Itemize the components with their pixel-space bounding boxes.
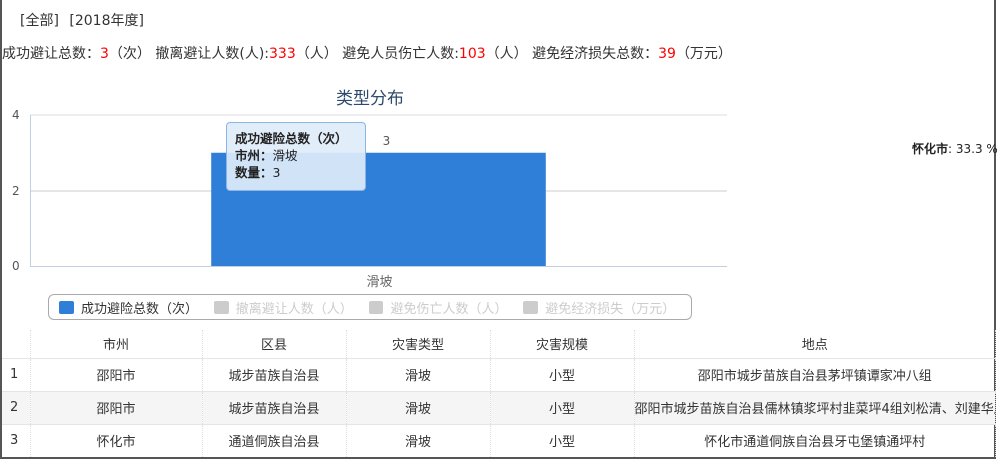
cell-scale: 小型 bbox=[490, 358, 635, 391]
cell-city: 邵阳市 bbox=[30, 391, 203, 424]
cell-type: 滑坡 bbox=[346, 391, 491, 424]
cell-location: 邵阳市城步苗族自治县茅坪镇谭家冲八组 bbox=[634, 358, 996, 391]
success-label: 成功避让总数： bbox=[2, 46, 100, 62]
legend-label: 撤离避让人数（人） bbox=[235, 301, 353, 317]
table-row[interactable]: 2 邵阳市 城步苗族自治县 滑坡 小型 邵阳市城步苗族自治县儒林镇浆坪村韭菜坪4组刘松清、… bbox=[2, 391, 996, 424]
tooltip-city-label: 市州： bbox=[235, 148, 273, 163]
pie-label-value: : 33.3 % bbox=[948, 142, 998, 156]
chart-legend: 成功避险总数（次） 撤离避让人数（人） 避免伤亡人数（人） 避免经济损失（万元） bbox=[48, 294, 692, 320]
summary-stats: 成功避让总数：3（次） 撤离避让人数(人):333（人） 避免人员伤亡人数:10… bbox=[2, 43, 732, 63]
chart-title: 类型分布 bbox=[336, 89, 404, 109]
tooltip-title: 成功避险总数（次） bbox=[235, 131, 348, 146]
filter-year[interactable]: [2018年度] bbox=[69, 13, 144, 29]
legend-item[interactable]: 成功避险总数（次） bbox=[59, 298, 198, 317]
row-index: 2 bbox=[2, 391, 31, 424]
cell-scale: 小型 bbox=[490, 391, 635, 424]
loss-label: 避免经济损失总数： bbox=[532, 46, 659, 62]
legend-swatch bbox=[523, 300, 539, 314]
loss-unit: （万元） bbox=[675, 46, 732, 62]
evac-label: 撤离避让人数(人): bbox=[155, 46, 270, 62]
col-header-index bbox=[2, 330, 31, 358]
chart-tooltip: 成功避险总数（次） 市州：滑坡 数量：3 bbox=[226, 122, 366, 191]
success-unit: （次） bbox=[108, 46, 151, 62]
table-row[interactable]: 3 怀化市 通道侗族自治县 滑坡 小型 怀化市通道侗族自治县牙屯堡镇通坪村 bbox=[2, 424, 996, 457]
evac-value: 333 bbox=[269, 46, 296, 62]
legend-swatch bbox=[213, 300, 229, 314]
y-tick: 2 bbox=[12, 184, 20, 198]
cell-scale: 小型 bbox=[490, 424, 635, 457]
cell-city: 怀化市 bbox=[30, 424, 203, 457]
y-tick: 4 bbox=[12, 108, 20, 122]
pie-data-label: 怀化市: 33.3 % bbox=[912, 140, 998, 157]
x-tick-label: 滑坡 bbox=[366, 275, 392, 290]
cell-county: 城步苗族自治县 bbox=[202, 358, 347, 391]
casualty-label: 避免人员伤亡人数: bbox=[342, 46, 459, 62]
cell-location: 邵阳市城步苗族自治县儒林镇浆坪村韭菜坪4组刘松清、刘建华房 bbox=[634, 391, 996, 424]
col-header-type[interactable]: 灾害类型 bbox=[346, 330, 491, 358]
filter-bar: [全部] [2018年度] bbox=[20, 10, 150, 30]
legend-item[interactable]: 撤离避让人数（人） bbox=[213, 298, 353, 317]
tooltip-city-value: 滑坡 bbox=[272, 148, 298, 163]
cell-location: 怀化市通道侗族自治县牙屯堡镇通坪村 bbox=[634, 424, 996, 457]
casualty-value: 103 bbox=[458, 46, 486, 62]
tooltip-count-label: 数量： bbox=[235, 165, 273, 180]
col-header-location[interactable]: 地点 bbox=[634, 330, 996, 358]
cell-city: 邵阳市 bbox=[30, 358, 203, 391]
success-value: 3 bbox=[100, 46, 109, 62]
row-index: 3 bbox=[2, 424, 31, 457]
col-header-city[interactable]: 市州 bbox=[30, 330, 203, 358]
legend-label: 避免伤亡人数（人） bbox=[390, 301, 508, 317]
cell-county: 通道侗族自治县 bbox=[202, 424, 347, 457]
col-header-county[interactable]: 区县 bbox=[202, 330, 347, 358]
filter-scope[interactable]: [全部] bbox=[20, 13, 59, 29]
cell-type: 滑坡 bbox=[346, 358, 491, 391]
col-header-scale[interactable]: 灾害规模 bbox=[490, 330, 635, 358]
tooltip-count-value: 3 bbox=[272, 165, 281, 180]
bar-chart: 3 滑坡 bbox=[30, 114, 727, 290]
casualty-unit: （人） bbox=[485, 46, 528, 62]
legend-item[interactable]: 避免经济损失（万元） bbox=[523, 298, 675, 317]
table-row[interactable]: 1 邵阳市 城步苗族自治县 滑坡 小型 邵阳市城步苗族自治县茅坪镇谭家冲八组 bbox=[2, 358, 996, 391]
loss-value: 39 bbox=[658, 46, 676, 62]
cell-type: 滑坡 bbox=[346, 424, 491, 457]
pie-label-name: 怀化市 bbox=[912, 142, 949, 156]
legend-swatch bbox=[368, 300, 384, 314]
legend-swatch bbox=[59, 300, 74, 314]
y-tick: 0 bbox=[12, 259, 20, 273]
cell-county: 城步苗族自治县 bbox=[202, 391, 347, 424]
legend-label: 避免经济损失（万元） bbox=[545, 301, 676, 317]
bar-data-label: 3 bbox=[383, 134, 391, 148]
evac-unit: （人） bbox=[295, 46, 338, 62]
data-table: 市州 区县 灾害类型 灾害规模 地点 1 邵阳市 城步苗族自治县 滑坡 小型 邵阳市城步苗… bbox=[2, 330, 996, 457]
legend-label: 成功避险总数（次） bbox=[80, 301, 198, 317]
row-index: 1 bbox=[2, 358, 31, 391]
legend-item[interactable]: 避免伤亡人数（人） bbox=[368, 298, 508, 317]
